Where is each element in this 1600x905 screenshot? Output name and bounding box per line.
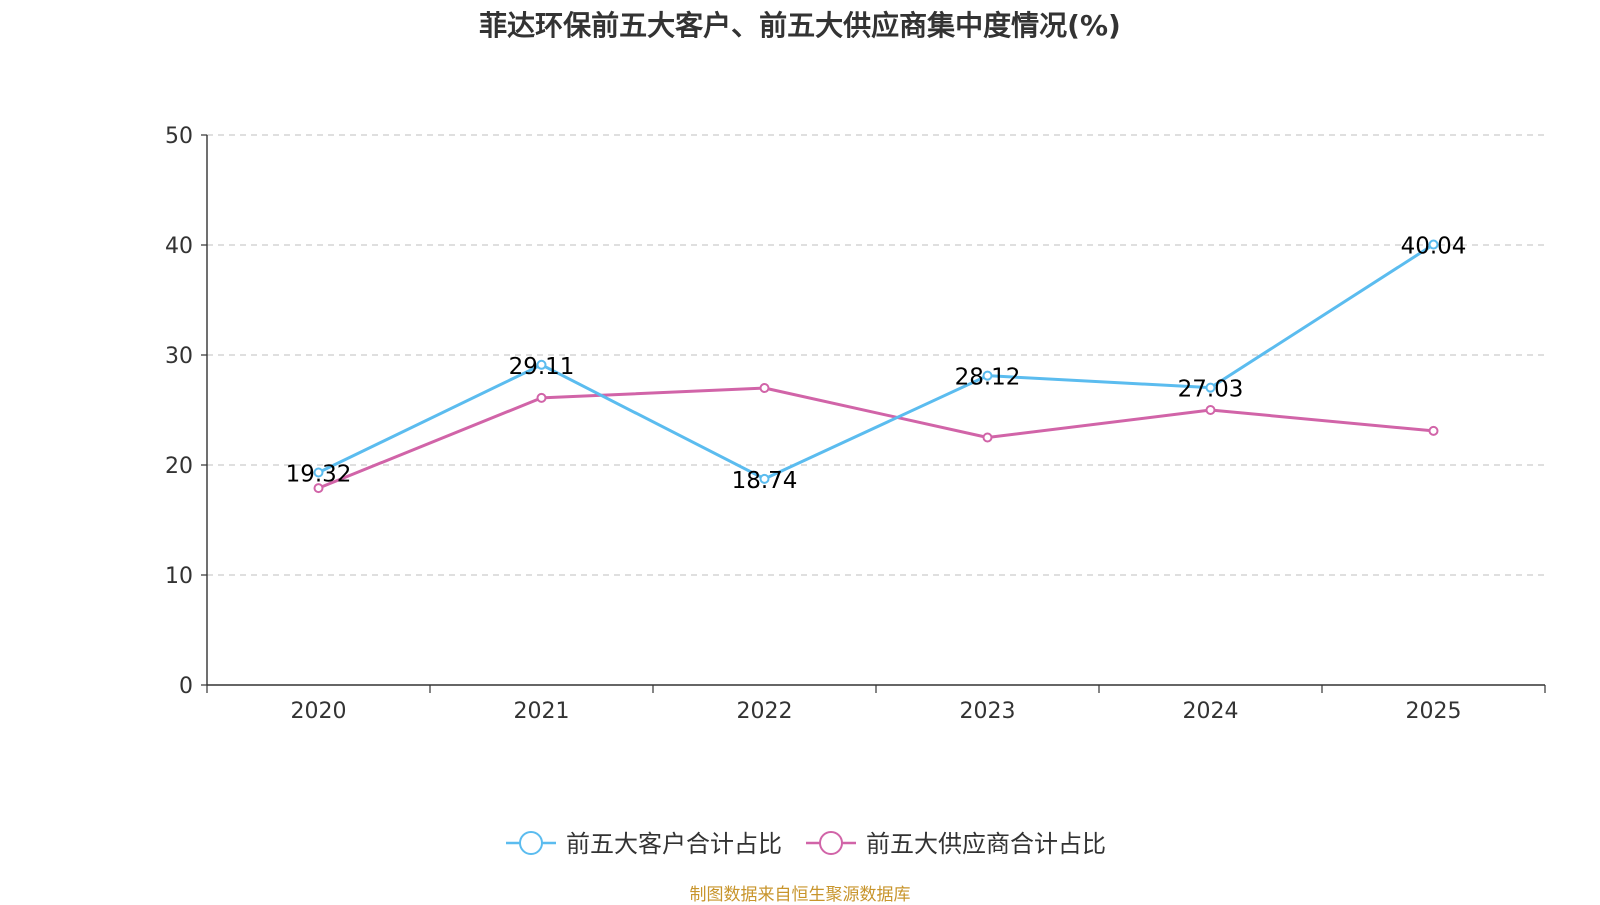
y-tick-label: 30 <box>165 344 193 369</box>
axes: 0 10 20 30 40 50 2020 2021 2022 2023 2024 2025 <box>165 124 1546 724</box>
data-label: 18.74 <box>732 468 798 494</box>
x-tick-label: 2020 <box>291 699 347 724</box>
x-tick-label: 2021 <box>514 699 570 724</box>
legend-marker <box>819 831 843 855</box>
data-label: 29.11 <box>509 354 575 380</box>
data-point <box>313 483 324 494</box>
x-tick-label: 2022 <box>737 699 793 724</box>
x-tick-label: 2024 <box>1183 699 1239 724</box>
data-label: 27.03 <box>1178 377 1244 403</box>
data-point <box>982 370 993 381</box>
x-tick-label: 2023 <box>960 699 1016 724</box>
legend: 前五大客户合计占比 前五大供应商合计占比 <box>506 830 1106 858</box>
y-tick-label: 0 <box>179 674 193 699</box>
grid-lines <box>207 134 1545 576</box>
x-tick-label: 2025 <box>1406 699 1462 724</box>
data-point <box>536 392 547 403</box>
legend-label: 前五大客户合计占比 <box>566 830 782 858</box>
data-point <box>313 467 324 478</box>
data-point <box>536 359 547 370</box>
data-point <box>1205 405 1216 415</box>
data-point <box>982 432 993 443</box>
y-tick-label: 40 <box>165 234 193 259</box>
chart-title: 菲达环保前五大客户、前五大供应商集中度情况(%) <box>479 9 1121 42</box>
data-label: 40.04 <box>1401 234 1467 260</box>
series <box>313 239 1439 494</box>
y-tick-label: 10 <box>165 564 193 589</box>
legend-label: 前五大供应商合计占比 <box>866 830 1106 858</box>
data-label: 28.12 <box>955 365 1021 391</box>
series-line-1 <box>317 386 1434 490</box>
legend-marker <box>519 831 543 855</box>
data-label: 19.32 <box>286 461 352 487</box>
y-tick-label: 50 <box>165 124 193 149</box>
data-labels: 19.32 29.11 18.74 28.12 27.03 40.04 <box>286 234 1467 494</box>
data-point <box>759 383 770 393</box>
y-tick-label: 20 <box>165 454 193 479</box>
source-note: 制图数据来自恒生聚源数据库 <box>689 885 911 905</box>
series-line-0 <box>317 243 1435 481</box>
data-point <box>1205 382 1216 393</box>
data-point <box>1428 239 1439 250</box>
data-point <box>759 473 770 484</box>
data-point <box>1428 425 1439 436</box>
